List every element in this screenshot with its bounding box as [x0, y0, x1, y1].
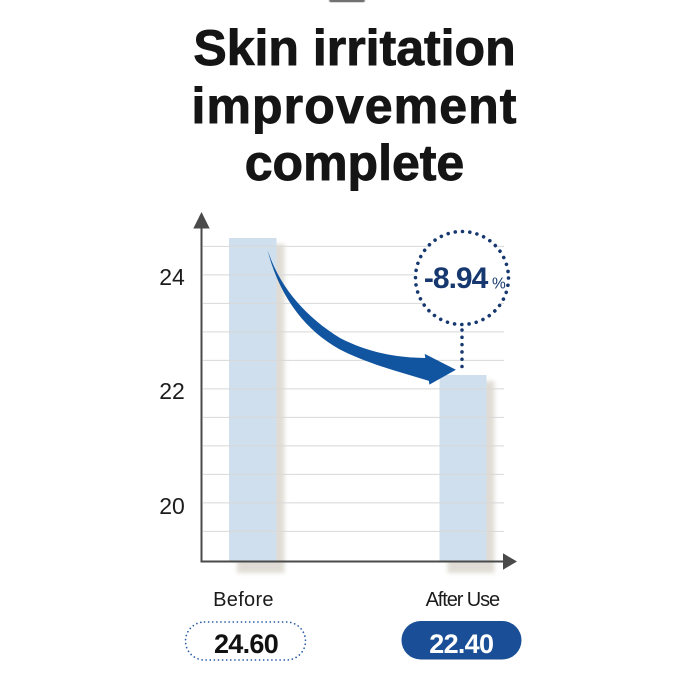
svg-text:24.60: 24.60 — [214, 629, 278, 659]
svg-text:-8.94: -8.94 — [424, 262, 489, 295]
svg-text:After Use: After Use — [426, 589, 500, 611]
svg-text:24: 24 — [159, 264, 185, 290]
svg-text:Before: Before — [213, 589, 274, 611]
svg-text:%: % — [492, 276, 506, 293]
svg-text:22: 22 — [159, 378, 185, 404]
svg-text:22.40: 22.40 — [429, 629, 493, 659]
svg-text:20: 20 — [159, 493, 185, 519]
